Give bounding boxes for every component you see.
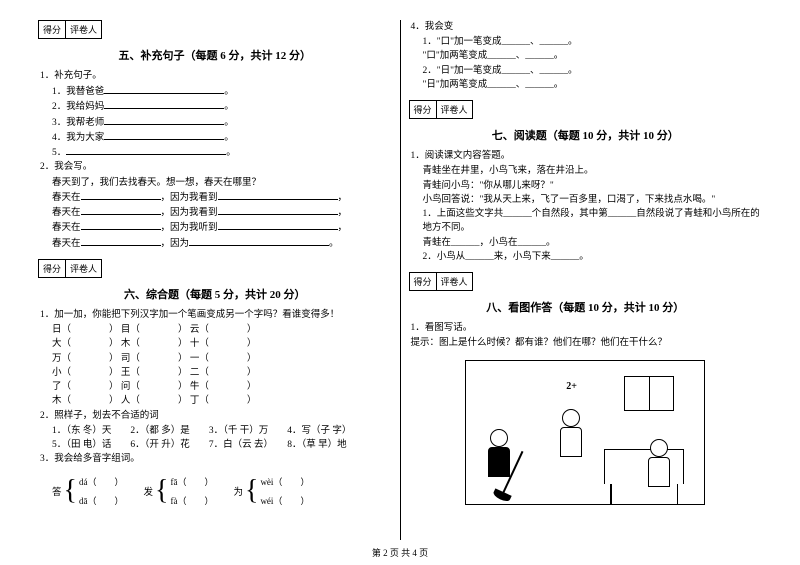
spring-3: 春天在，因为我听到， <box>52 220 392 235</box>
person-writing <box>556 409 586 464</box>
window-icon <box>624 376 674 411</box>
blank <box>104 115 224 125</box>
illustration: 2+ <box>465 360 705 505</box>
q7-1: 1．阅读课文内容答题。 <box>411 149 763 164</box>
blank <box>66 145 226 155</box>
score-box: 得分 评卷人 <box>409 272 473 291</box>
char-row-1: 日（ ） 目（ ） 云（ ） <box>52 323 392 337</box>
section7-title: 七、阅读题（每题 10 分，共计 10 分） <box>409 127 763 143</box>
person-sweeping <box>481 429 516 499</box>
person-cleaning <box>644 439 674 499</box>
q5-1-4: 4．我为大家。 <box>52 130 392 145</box>
blank <box>104 99 224 109</box>
q8-1: 1．看图写话。 <box>411 321 763 336</box>
spring-intro: 春天到了，我们去找春天。想一想，春天在哪里？ <box>52 176 392 190</box>
right-column: 4．我会变 1．"口"加一笔变成______、______。 "口"加两笔变成_… <box>401 20 771 540</box>
left-column: 得分 评卷人 五、补充句子（每题 6 分，共计 12 分） 1．补充句子。 1．… <box>30 20 401 540</box>
reading-3: 小鸟回答说："我从天上来，飞了一百多里，口渴了，下来找点水喝。" <box>423 193 763 207</box>
brace-icon: { <box>155 477 168 505</box>
char-row-6: 木（ ） 人（ ） 丁（ ） <box>52 394 392 408</box>
char-row-2: 大（ ） 木（ ） 十（ ） <box>52 337 392 351</box>
q8-hint: 提示：图上是什么时候？都有谁？他们在哪？他们在干什么？ <box>411 336 763 351</box>
page-container: 得分 评卷人 五、补充句子（每题 6 分，共计 12 分） 1．补充句子。 1．… <box>30 20 770 540</box>
score-label: 得分 <box>39 21 66 38</box>
score-box: 得分 评卷人 <box>38 259 102 278</box>
change-4: "日"加两笔变成______、______。 <box>423 78 763 92</box>
q5-1-3: 3．我帮老师。 <box>52 115 392 130</box>
q7-sub1: 1．上面这些文字共______个自然段，其中第______自然段说了青蛙和小鸟所… <box>423 207 763 236</box>
q5-1-5: 5．。 <box>52 145 392 160</box>
score-box: 得分 评卷人 <box>409 100 473 119</box>
q5-1-2: 2．我给妈妈。 <box>52 99 392 114</box>
reading-2: 青蛙问小鸟："你从哪儿来呀？" <box>423 179 763 193</box>
spring-1: 春天在，因为我看到， <box>52 190 392 205</box>
section8-title: 八、看图作答（每题 10 分，共计 10 分） <box>409 299 763 315</box>
q6-2-row2: 5．（田 电）话 6．（开 升）花 7．白（云 去） 8．（草 早）地 <box>52 438 392 452</box>
q5-1: 1．补充句子。 <box>40 69 392 84</box>
pinyin-group-2: 发 { fā（ ） fà（ ） <box>143 475 213 507</box>
brace-icon: { <box>64 477 77 505</box>
page-footer: 第 2 页 共 4 页 <box>0 546 800 559</box>
pinyin-section: 答 { dá（ ） dā（ ） 发 { fā（ ） fà（ ） 为 { <box>52 475 392 507</box>
blank <box>104 84 224 94</box>
math-text: 2+ <box>566 381 577 392</box>
q7-sub2: 2．小鸟从______来，小鸟下来______。 <box>423 250 763 264</box>
q-change: 4．我会变 <box>411 20 763 35</box>
char-row-4: 小（ ） 王（ ） 二（ ） <box>52 366 392 380</box>
reading-1: 青蛙坐在井里，小鸟飞来，落在井沿上。 <box>423 164 763 178</box>
pinyin-group-3: 为 { wèi（ ） wéi（ ） <box>233 475 309 507</box>
change-2: "口"加两笔变成______、______。 <box>423 49 763 63</box>
pinyin-group-1: 答 { dá（ ） dā（ ） <box>52 475 123 507</box>
blank <box>104 130 224 140</box>
change-3: 2．"日"加一笔变成______、______。 <box>423 64 763 78</box>
char-row-5: 了（ ） 问（ ） 牛（ ） <box>52 380 392 394</box>
q6-2: 2．照样子，划去不合适的词 <box>40 409 392 424</box>
change-1: 1．"口"加一笔变成______、______。 <box>423 35 763 49</box>
q5-1-1: 1．我替爸爸。 <box>52 84 392 99</box>
reviewer-label: 评卷人 <box>66 21 101 38</box>
q6-3: 3．我会给多音字组词。 <box>40 452 392 467</box>
spring-4: 春天在，因为。 <box>52 236 392 251</box>
spring-2: 春天在，因为我看到， <box>52 205 392 220</box>
section6-title: 六、综合题（每题 5 分，共计 20 分） <box>38 286 392 302</box>
section5-title: 五、补充句子（每题 6 分，共计 12 分） <box>38 47 392 63</box>
char-row-3: 万（ ） 司（ ） 一（ ） <box>52 352 392 366</box>
q5-2: 2．我会写。 <box>40 160 392 175</box>
brace-icon: { <box>245 477 258 505</box>
q6-1: 1．加一加，你能把下列汉字加一个笔画变成另一个字吗？看谁变得多！ <box>40 308 392 323</box>
q6-2-row1: 1．（东 冬）天 2．（都 多）是 3．（千 干）万 4．写（子 字） <box>52 424 392 438</box>
score-box: 得分 评卷人 <box>38 20 102 39</box>
q7-sub1b: 青蛙在______，小鸟在______。 <box>423 236 763 250</box>
